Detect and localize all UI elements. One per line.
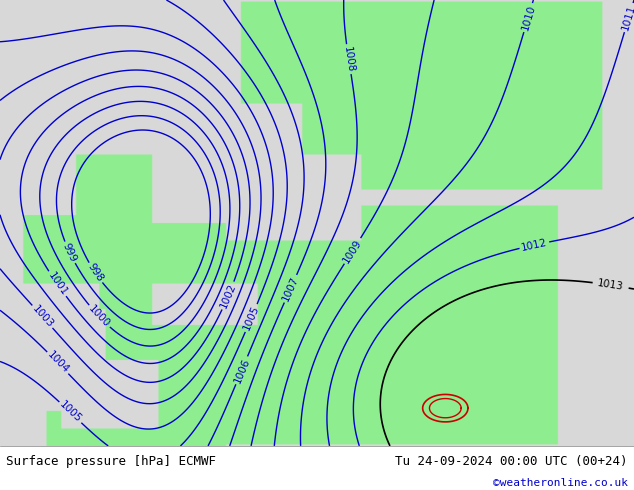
Text: 1011: 1011 <box>620 3 634 32</box>
Text: 1010: 1010 <box>520 3 537 31</box>
Text: 1007: 1007 <box>281 275 301 303</box>
Text: 1002: 1002 <box>219 282 238 310</box>
Text: Tu 24-09-2024 00:00 UTC (00+24): Tu 24-09-2024 00:00 UTC (00+24) <box>395 455 628 468</box>
Text: 1008: 1008 <box>342 46 356 73</box>
Text: 1009: 1009 <box>341 237 364 265</box>
Text: 1003: 1003 <box>30 304 55 330</box>
Text: 999: 999 <box>61 242 79 264</box>
Text: 1001: 1001 <box>46 270 69 297</box>
Text: 1006: 1006 <box>232 356 252 384</box>
Text: 1004: 1004 <box>45 350 70 376</box>
Text: 1000: 1000 <box>86 303 112 329</box>
Text: ©weatheronline.co.uk: ©weatheronline.co.uk <box>493 478 628 489</box>
Text: 1013: 1013 <box>597 278 624 292</box>
Text: 1005: 1005 <box>242 304 261 332</box>
Text: 1005: 1005 <box>58 400 83 425</box>
Text: 998: 998 <box>86 262 105 284</box>
Text: 1012: 1012 <box>521 237 548 253</box>
Text: Surface pressure [hPa] ECMWF: Surface pressure [hPa] ECMWF <box>6 455 216 468</box>
